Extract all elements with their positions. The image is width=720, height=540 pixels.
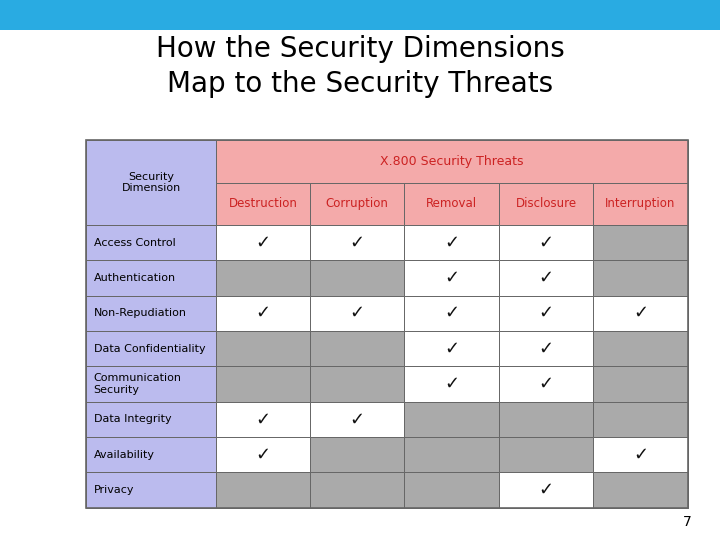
Bar — [86, 331, 216, 366]
Bar — [310, 366, 405, 402]
Bar — [593, 295, 688, 331]
Bar — [310, 295, 405, 331]
Bar — [216, 402, 310, 437]
Bar — [405, 260, 499, 295]
Bar — [405, 331, 499, 366]
Bar — [310, 260, 405, 295]
Text: ✓: ✓ — [444, 304, 459, 322]
Bar — [86, 140, 688, 508]
Bar — [499, 437, 593, 472]
Bar — [216, 472, 310, 508]
Text: ✓: ✓ — [256, 304, 271, 322]
Text: ✓: ✓ — [539, 233, 554, 252]
Text: ✓: ✓ — [539, 304, 554, 322]
Bar — [499, 402, 593, 437]
Bar — [593, 366, 688, 402]
Text: ✓: ✓ — [256, 233, 271, 252]
Text: ✓: ✓ — [350, 233, 365, 252]
Text: Data Integrity: Data Integrity — [94, 414, 171, 424]
Bar — [405, 225, 499, 260]
Text: ✓: ✓ — [444, 269, 459, 287]
Text: Destruction: Destruction — [228, 197, 297, 210]
Bar — [405, 366, 499, 402]
Bar — [216, 366, 310, 402]
Bar — [310, 331, 405, 366]
Text: Disclosure: Disclosure — [516, 197, 577, 210]
Bar — [310, 437, 405, 472]
Bar — [499, 472, 593, 508]
Bar — [216, 437, 310, 472]
Bar — [405, 295, 499, 331]
Bar — [86, 260, 216, 295]
Text: ✓: ✓ — [256, 446, 271, 463]
Bar — [405, 183, 499, 225]
Bar — [310, 472, 405, 508]
Text: ✓: ✓ — [444, 233, 459, 252]
Bar — [499, 260, 593, 295]
Text: ✓: ✓ — [633, 304, 648, 322]
Bar — [593, 225, 688, 260]
Bar — [86, 295, 216, 331]
Text: ✓: ✓ — [256, 410, 271, 428]
Bar — [86, 437, 216, 472]
Bar — [310, 402, 405, 437]
Bar — [216, 331, 310, 366]
Text: Data Confidentiality: Data Confidentiality — [94, 343, 205, 354]
Bar — [593, 472, 688, 508]
Bar — [499, 225, 593, 260]
Bar — [216, 183, 310, 225]
Bar — [86, 402, 216, 437]
Bar — [86, 140, 216, 225]
Text: Availability: Availability — [94, 450, 155, 460]
Text: Interruption: Interruption — [606, 197, 675, 210]
Text: ✓: ✓ — [539, 269, 554, 287]
Text: ✓: ✓ — [444, 375, 459, 393]
Text: Corruption: Corruption — [326, 197, 389, 210]
Text: ✓: ✓ — [444, 340, 459, 357]
Bar — [405, 437, 499, 472]
Bar — [405, 472, 499, 508]
Text: Access Control: Access Control — [94, 238, 176, 247]
Text: ✓: ✓ — [633, 446, 648, 463]
Bar — [216, 140, 688, 183]
Text: Communication
Security: Communication Security — [94, 373, 181, 395]
Bar — [593, 402, 688, 437]
Text: 7: 7 — [683, 515, 691, 529]
Bar — [86, 472, 216, 508]
Text: ✓: ✓ — [539, 481, 554, 499]
Bar — [593, 183, 688, 225]
Bar — [593, 260, 688, 295]
Text: X.800 Security Threats: X.800 Security Threats — [380, 155, 523, 168]
Text: Security
Dimension: Security Dimension — [122, 172, 181, 193]
Bar — [499, 183, 593, 225]
Bar — [86, 366, 216, 402]
Text: Privacy: Privacy — [94, 485, 134, 495]
Text: How the Security Dimensions
Map to the Security Threats: How the Security Dimensions Map to the S… — [156, 35, 564, 98]
Text: Authentication: Authentication — [94, 273, 176, 283]
Text: ✓: ✓ — [350, 410, 365, 428]
Text: ✓: ✓ — [539, 375, 554, 393]
Text: ✓: ✓ — [539, 340, 554, 357]
Bar — [310, 183, 405, 225]
Bar — [593, 437, 688, 472]
Text: ✓: ✓ — [350, 304, 365, 322]
Bar — [593, 331, 688, 366]
Bar — [499, 295, 593, 331]
Bar — [86, 225, 216, 260]
Bar — [216, 225, 310, 260]
Bar — [405, 402, 499, 437]
Bar — [0, 0, 720, 30]
Bar — [310, 225, 405, 260]
Bar — [216, 260, 310, 295]
Text: Removal: Removal — [426, 197, 477, 210]
Bar — [499, 331, 593, 366]
Text: Non-Repudiation: Non-Repudiation — [94, 308, 186, 318]
Bar — [216, 295, 310, 331]
Bar — [499, 366, 593, 402]
